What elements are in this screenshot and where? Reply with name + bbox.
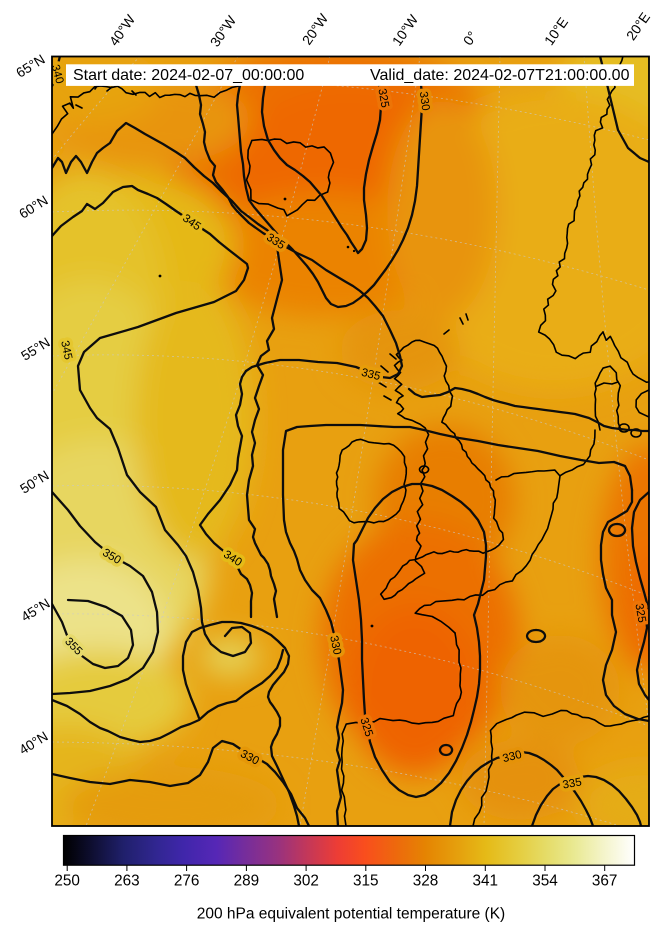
svg-text:50°N: 50°N bbox=[18, 468, 52, 497]
svg-text:276: 276 bbox=[174, 873, 200, 890]
svg-text:263: 263 bbox=[114, 873, 140, 890]
svg-text:289: 289 bbox=[234, 873, 260, 890]
svg-text:0°: 0° bbox=[460, 29, 480, 48]
svg-text:20°E: 20°E bbox=[624, 10, 654, 43]
svg-text:328: 328 bbox=[413, 873, 439, 890]
svg-text:40°N: 40°N bbox=[17, 729, 51, 758]
svg-text:315: 315 bbox=[353, 873, 379, 890]
svg-text:55°N: 55°N bbox=[19, 335, 53, 364]
svg-text:30°W: 30°W bbox=[207, 13, 239, 49]
svg-text:367: 367 bbox=[592, 873, 618, 890]
svg-text:10°E: 10°E bbox=[542, 15, 572, 48]
svg-text:Valid_date: 2024-02-07T21:00:0: Valid_date: 2024-02-07T21:00:00.00 bbox=[370, 67, 630, 84]
svg-text:200 hPa equivalent potential t: 200 hPa equivalent potential temperature… bbox=[197, 905, 505, 922]
svg-text:10°W: 10°W bbox=[389, 12, 421, 48]
svg-text:354: 354 bbox=[532, 873, 558, 890]
svg-text:45°N: 45°N bbox=[19, 596, 53, 625]
svg-text:341: 341 bbox=[473, 873, 499, 890]
svg-text:40°W: 40°W bbox=[106, 12, 138, 48]
svg-text:65°N: 65°N bbox=[14, 52, 48, 81]
svg-text:302: 302 bbox=[293, 873, 319, 890]
svg-text:60°N: 60°N bbox=[17, 193, 51, 222]
svg-text:250: 250 bbox=[54, 873, 80, 890]
svg-text:20°W: 20°W bbox=[299, 11, 331, 47]
svg-text:Start date: 2024-02-07_00:00:0: Start date: 2024-02-07_00:00:00 bbox=[73, 67, 304, 84]
